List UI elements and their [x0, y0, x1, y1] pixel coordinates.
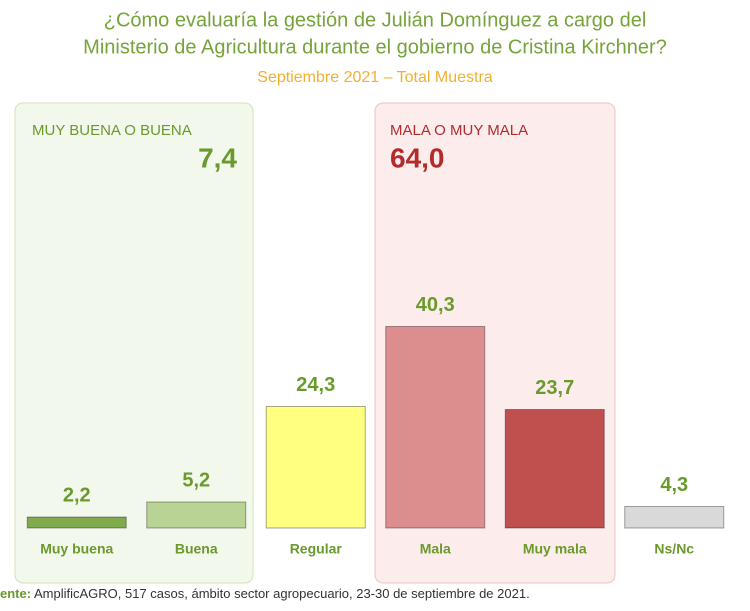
x-tick-label: Mala: [420, 541, 451, 557]
bar: [504, 409, 605, 529]
source-label: ente:: [0, 586, 31, 601]
bar: [624, 506, 725, 529]
group-label: MALA O MUY MALA: [390, 122, 528, 139]
bar: [26, 516, 127, 529]
value-label: 5,2: [182, 469, 210, 491]
chart-title: Ministerio de Agricultura durante el gob…: [83, 36, 667, 58]
group-value: 7,4: [198, 142, 237, 173]
value-label: 24,3: [296, 374, 335, 396]
bar: [265, 406, 366, 529]
x-tick-label: Muy buena: [40, 541, 113, 557]
value-label: 23,7: [535, 377, 574, 399]
source: ente: AmplificAGRO, 517 casos, ámbito se…: [0, 586, 530, 601]
group-value: 64,0: [390, 142, 445, 173]
x-tick-label: Regular: [290, 541, 343, 557]
group-box: [14, 102, 254, 584]
value-label: 4,3: [660, 474, 688, 496]
group-label: MUY BUENA O BUENA: [32, 122, 192, 139]
value-label: 2,2: [63, 484, 91, 506]
x-tick-label: Muy mala: [523, 541, 587, 557]
bar: [146, 501, 247, 529]
x-tick-label: Ns/Nc: [654, 541, 694, 557]
value-label: 40,3: [416, 294, 455, 316]
chart-title: ¿Cómo evaluaría la gestión de Julián Dom…: [104, 9, 647, 31]
source-text: AmplificAGRO, 517 casos, ámbito sector a…: [34, 586, 530, 601]
bar: [385, 326, 486, 529]
chart-subtitle: Septiembre 2021 – Total Muestra: [257, 69, 493, 86]
x-tick-label: Buena: [175, 541, 218, 557]
